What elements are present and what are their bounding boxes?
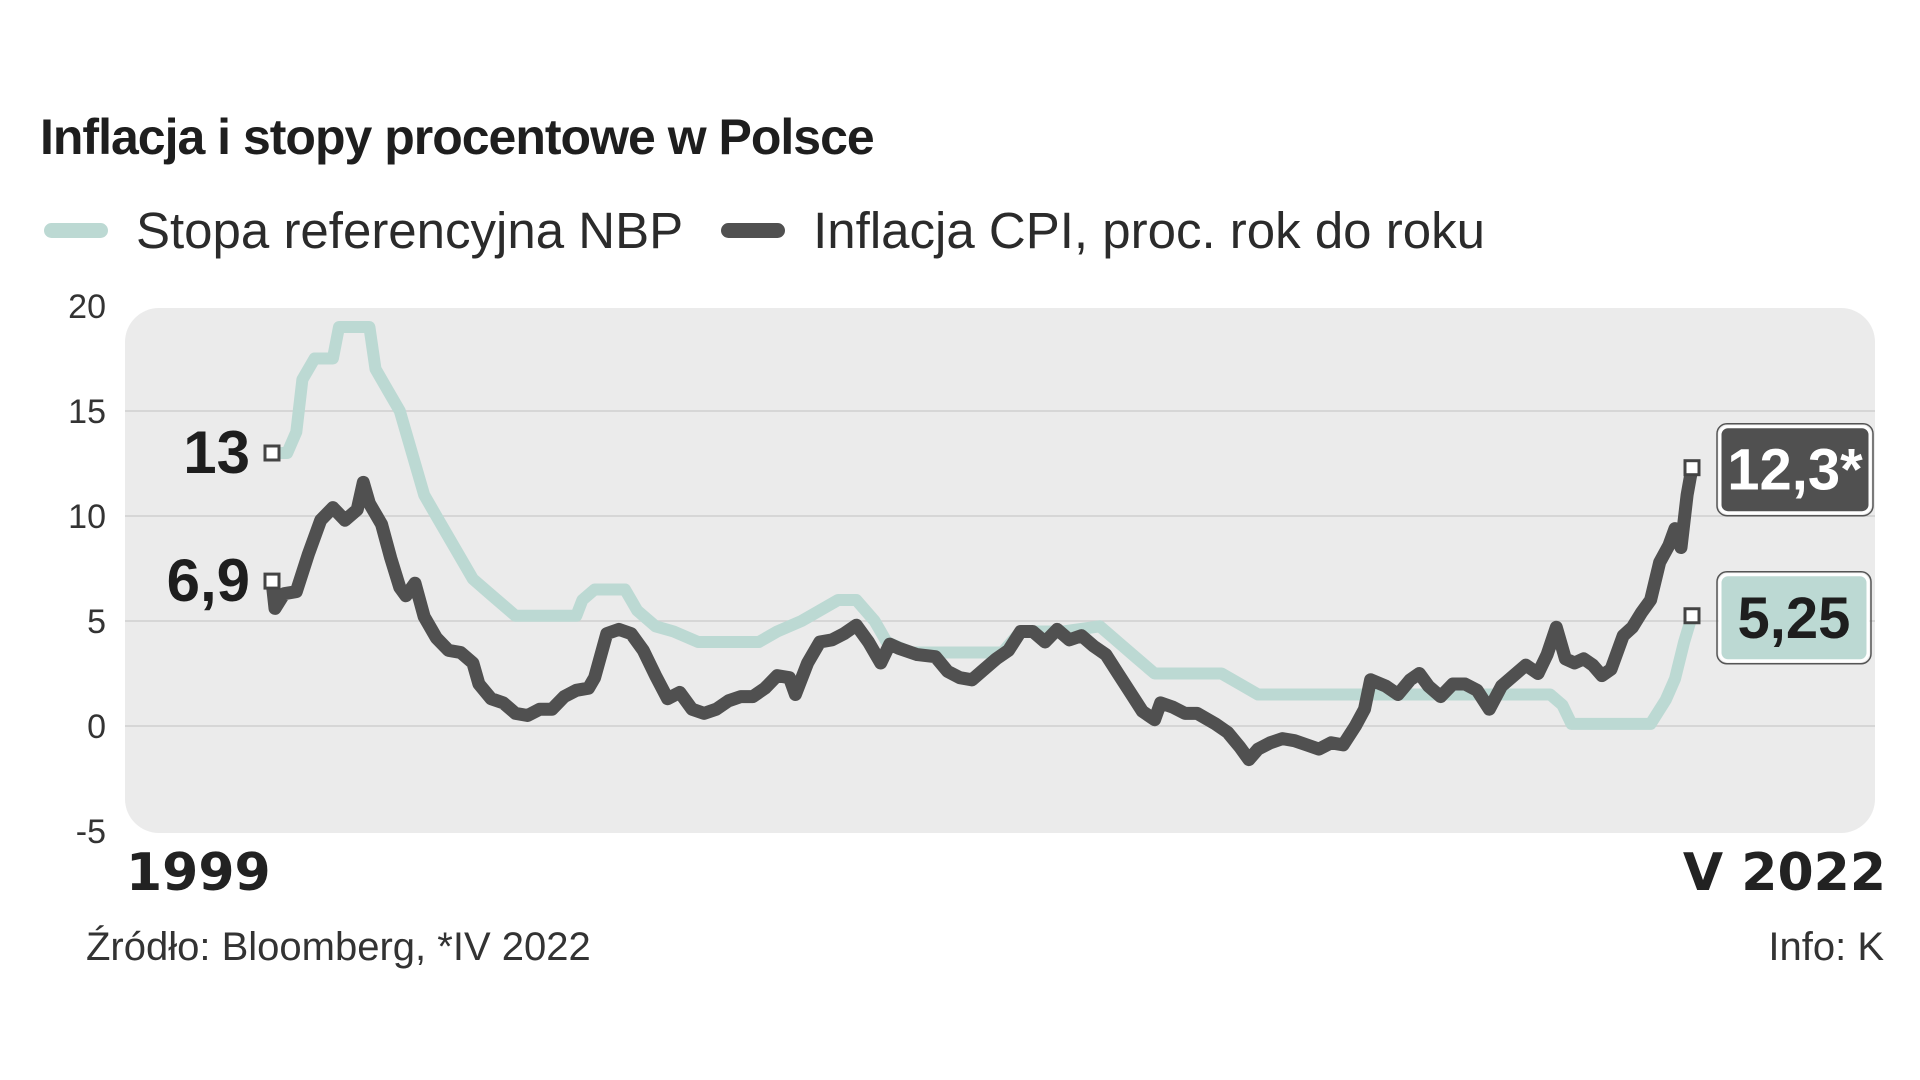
series-line-rate (266, 321, 1698, 730)
legend-item-rate: Stopa referencyjna NBP (44, 201, 683, 260)
annotation-box-outline (1716, 571, 1872, 665)
annotation-label: 12,3* (1727, 438, 1863, 503)
source-note: Źródło: Bloomberg, *IV 2022 (86, 925, 591, 969)
annotation-label: 6,9 (167, 547, 250, 614)
legend-label-rate: Stopa referencyjna NBP (136, 201, 684, 259)
credit-note: Info: K (1768, 925, 1884, 969)
annotation-marker (263, 572, 281, 590)
x-tick-label-start: 1999 (126, 843, 271, 903)
series-line-cpi (265, 461, 1699, 767)
annotation-box-outline (1716, 422, 1874, 517)
y-tick-label: -5 (76, 813, 106, 851)
y-axis: 20 15 10 5 0 -5 (68, 288, 106, 851)
legend: Stopa referencyjna NBP Inflacja CPI, pro… (44, 200, 1523, 260)
annotations: 13 6,9 12,3* 5,25 (167, 419, 1874, 665)
series (265, 321, 1699, 767)
annotation-marker (263, 444, 281, 462)
x-axis: 1999 V 2022 (126, 843, 1886, 903)
y-tick-label: 20 (68, 288, 106, 326)
legend-swatch-cpi (721, 222, 786, 238)
annotation-box (1718, 425, 1872, 515)
annotation-label: 5,25 (1738, 586, 1851, 651)
y-tick-label: 0 (87, 708, 106, 746)
x-tick-label-end: V 2022 (1683, 843, 1886, 903)
y-tick-label: 10 (68, 498, 106, 536)
annotation-marker (1683, 459, 1701, 477)
annotation-label: 13 (183, 419, 250, 486)
y-tick-label: 5 (87, 603, 106, 641)
annotation-box (1718, 573, 1870, 663)
legend-swatch-rate (44, 222, 108, 238)
chart-title: Inflacja i stopy procentowe w Polsce (40, 109, 875, 165)
legend-label-cpi: Inflacja CPI, proc. rok do roku (813, 201, 1485, 259)
annotation-marker (1683, 607, 1701, 625)
y-tick-label: 15 (68, 393, 106, 431)
legend-item-cpi: Inflacja CPI, proc. rok do roku (721, 201, 1485, 260)
